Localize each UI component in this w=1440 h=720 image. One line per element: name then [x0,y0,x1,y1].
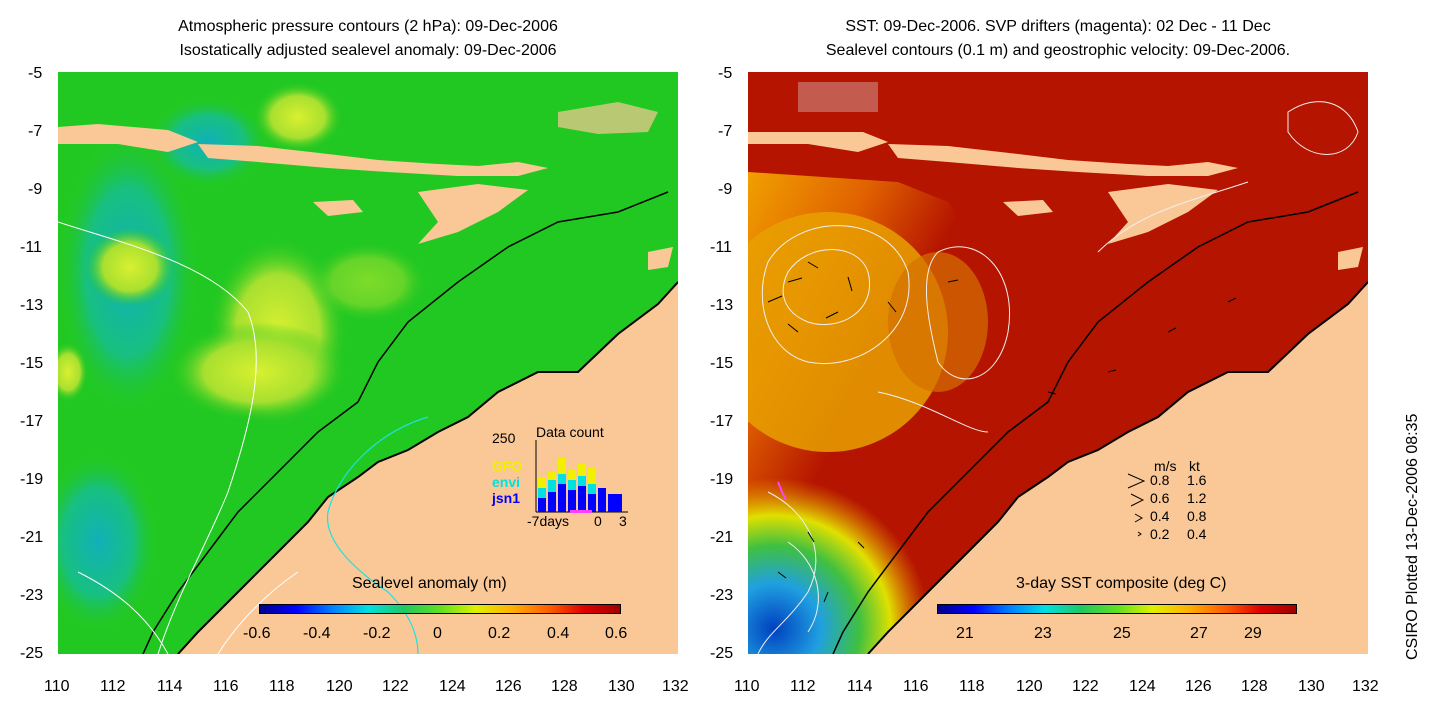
right-ytick: -9 [718,181,733,198]
right-ytick: -7 [718,123,733,140]
left-xtick: 110 [44,678,70,695]
left-ytick: -21 [20,529,44,546]
right-xtick: 132 [1352,678,1379,695]
left-colorbar-title: Sealevel anomaly (m) [352,575,507,592]
right-xtick: 112 [790,678,816,695]
left-xtick: 120 [326,678,353,695]
left-colorbar-tick-6: 0.4 [547,625,570,642]
left-ytick: -17 [20,413,44,430]
inset-legend-gfo: GFO [492,458,523,474]
left-xtick: 130 [608,678,635,695]
right-xtick: 126 [1185,678,1212,695]
left-xtick: 122 [382,678,409,695]
left-colorbar-tick-1: -0.6 [243,625,271,642]
right-ytick: -11 [710,239,732,256]
left-ytick: -19 [20,471,44,488]
right-colorbar-tick-2: 23 [1034,625,1052,642]
right-colorbar-tick-3: 25 [1113,625,1131,642]
sst-map[interactable] [748,72,1368,654]
left-ytick: -5 [28,65,43,82]
right-ytick: -23 [710,587,734,604]
velocity-row-kt: 0.8 [1187,508,1207,524]
right-ytick: -17 [710,413,734,430]
right-colorbar-title: 3-day SST composite (deg C) [1016,575,1227,592]
velocity-row-ms: 0.2 [1150,526,1170,542]
right-xtick: 124 [1129,678,1156,695]
left-title-line1: Atmospheric pressure contours (2 hPa): 0… [178,18,558,35]
sealevel-colorbar [259,604,621,614]
velocity-row-kt: 0.4 [1187,526,1207,542]
left-ytick: -13 [20,297,44,314]
right-colorbar-tick-1: 21 [956,625,974,642]
left-xtick: 116 [213,678,239,695]
left-ytick: -23 [20,587,44,604]
inset-value-label: 250 [492,430,516,446]
inset-legend-jsn1: jsn1 [492,490,521,506]
inset-xlabel-start: -7days [527,513,570,529]
right-colorbar-tick-5: 29 [1244,625,1262,642]
left-ytick: -7 [28,123,43,140]
left-ytick: -25 [20,645,44,662]
inset-title: Data count [536,424,604,440]
right-title-line2: Sealevel contours (0.1 m) and geostrophi… [825,42,1291,59]
velocity-legend-header-ms: m/s [1154,458,1177,474]
left-xtick: 112 [100,678,126,695]
velocity-legend-arrows [1127,473,1146,537]
right-xtick: 118 [959,678,985,695]
right-ytick: -25 [710,645,734,662]
right-title-line1: SST: 09-Dec-2006. SVP drifters (magenta)… [845,18,1271,35]
right-colorbar-tick-4: 27 [1190,625,1208,642]
left-xtick: 126 [495,678,522,695]
left-colorbar-tick-7: 0.6 [605,625,628,642]
velocity-row-kt: 1.2 [1187,490,1207,506]
data-count-histogram [535,440,628,513]
velocity-row-ms: 0.6 [1150,490,1170,506]
left-xtick: 128 [551,678,578,695]
plot-credit: CSIRO Plotted 13-Dec-2006 08:35 [1404,413,1421,660]
inset-xlabel-end: 3 [619,513,627,529]
inset-xlabel-zero: 0 [594,513,602,529]
velocity-legend-header-kt: kt [1189,458,1200,474]
right-ytick: -19 [710,471,734,488]
left-xtick: 118 [269,678,295,695]
right-xtick: 116 [903,678,929,695]
right-ytick: -21 [710,529,734,546]
left-xtick: 114 [157,678,183,695]
right-ytick: -13 [710,297,734,314]
inset-legend-envi: envi [492,474,521,490]
right-xtick: 122 [1072,678,1099,695]
right-xtick: 128 [1241,678,1268,695]
right-xtick: 110 [734,678,760,695]
left-colorbar-tick-3: -0.2 [363,625,391,642]
velocity-row-ms: 0.8 [1150,472,1170,488]
left-colorbar-tick-4: 0 [433,625,442,642]
velocity-row-kt: 1.6 [1187,472,1207,488]
right-xtick: 114 [847,678,873,695]
right-xtick: 120 [1016,678,1043,695]
sst-colorbar [937,604,1297,614]
left-colorbar-tick-5: 0.2 [488,625,511,642]
left-ytick: -15 [20,355,44,372]
sealevel-anomaly-map[interactable] [58,72,678,654]
left-title-line2: Isostatically adjusted sealevel anomaly:… [179,42,557,59]
left-xtick: 132 [662,678,689,695]
right-ytick: -5 [718,65,733,82]
right-xtick: 130 [1298,678,1325,695]
left-ytick: -9 [28,181,43,198]
left-xtick: 124 [439,678,466,695]
left-colorbar-tick-2: -0.4 [303,625,331,642]
velocity-row-ms: 0.4 [1150,508,1170,524]
left-ytick: -11 [20,239,42,256]
right-ytick: -15 [710,355,734,372]
